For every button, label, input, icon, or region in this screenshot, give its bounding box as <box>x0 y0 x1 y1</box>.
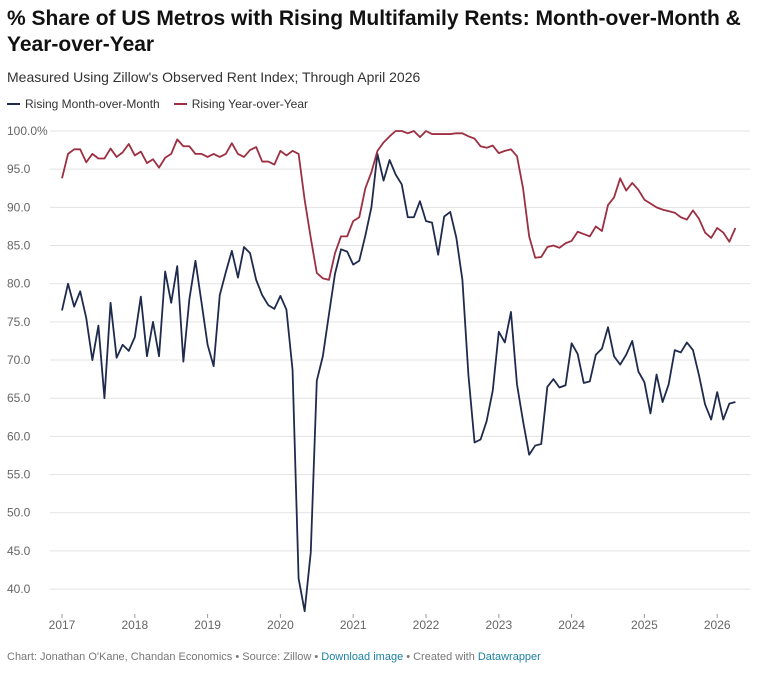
series-line <box>61 153 736 613</box>
y-tick-label: 85.0 <box>7 239 31 253</box>
legend-label: Rising Month-over-Month <box>25 97 160 111</box>
x-tick-label: 2018 <box>121 618 148 632</box>
x-tick-label: 2021 <box>340 618 367 632</box>
x-tick-label: 2019 <box>194 618 221 632</box>
footer: Chart: Jonathan O'Kane, Chandan Economic… <box>7 651 544 663</box>
series-line <box>61 130 737 281</box>
y-tick-label: 60.0 <box>7 429 31 443</box>
y-tick-label: 50.0 <box>7 506 31 520</box>
legend-item: Rising Month-over-Month <box>7 97 160 111</box>
x-tick-label: 2024 <box>558 618 585 632</box>
y-tick-label: 95.0 <box>7 162 31 176</box>
legend-label: Rising Year-over-Year <box>191 97 309 111</box>
chart-subtitle: Measured Using Zillow's Observed Rent In… <box>7 69 421 85</box>
x-tick-label: 2025 <box>631 618 658 632</box>
x-tick-label: 2017 <box>49 618 76 632</box>
y-tick-label: 55.0 <box>7 468 31 482</box>
y-tick-label: 100.0% <box>7 124 48 138</box>
y-tick-label: 65.0 <box>7 391 31 405</box>
y-tick-label: 90.0 <box>7 200 31 214</box>
x-tick-label: 2022 <box>413 618 440 632</box>
legend-swatch <box>173 103 187 105</box>
x-tick-label: 2023 <box>485 618 512 632</box>
y-tick-label: 70.0 <box>7 353 31 367</box>
chart: 40.0 45.0 50.0 55.0 60.0 65.0 70.0 75.0 80.0 85.0… <box>7 124 750 632</box>
legend-swatch <box>7 103 20 105</box>
y-tick-label: 80.0 <box>7 277 31 291</box>
footer-credit: Chart: Jonathan O'Kane, Chandan Economic… <box>7 651 319 663</box>
legend-item: Rising Year-over-Year <box>173 97 309 111</box>
download-link[interactable]: Download image <box>321 651 404 663</box>
footer-created: • Created with <box>406 651 475 663</box>
y-tick-label: 45.0 <box>7 544 31 558</box>
datawrapper-link[interactable]: Datawrapper <box>477 651 541 663</box>
y-tick-label: 40.0 <box>7 582 31 596</box>
x-tick-label: 2026 <box>704 618 731 632</box>
x-tick-label: 2020 <box>267 618 294 632</box>
legend: Rising Month-over-Month Rising Year-over-… <box>7 97 308 111</box>
y-tick-label: 75.0 <box>7 315 31 329</box>
chart-title: % Share of US Metros with Rising Multifa… <box>7 7 741 56</box>
